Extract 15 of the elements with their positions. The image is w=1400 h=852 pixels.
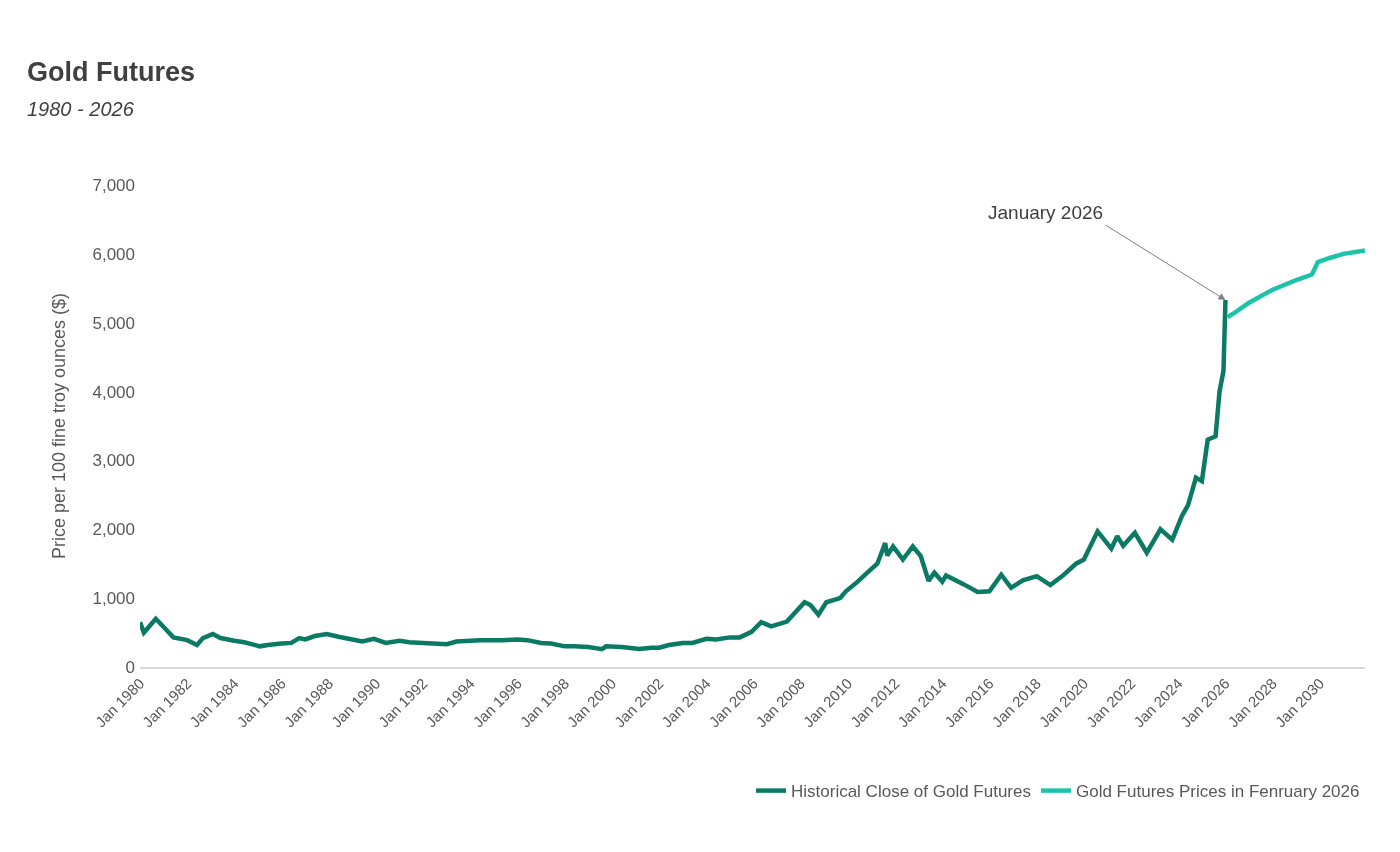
y-tick-label: 4,000 [92,382,135,402]
y-tick-label: 2,000 [92,520,135,540]
y-tick-label: 0 [125,657,135,677]
annotation: January 2026 [988,202,1104,223]
line-series [1225,248,1365,320]
chart-title: Gold Futures [27,57,195,87]
chart-subtitle: 1980 - 2026 [27,98,135,120]
y-tick-label: 7,000 [92,175,135,195]
legend-label: Gold Futures Prices in Fenruary 2026 [1075,782,1360,802]
y-tick-label: 1,000 [92,589,135,609]
legend-label: Historical Close of Gold Futures [791,782,1031,802]
y-tick-label: 6,000 [92,244,135,264]
y-axis-title: Price per 100 fine troy ounces ($) [48,292,69,560]
y-tick-label: 5,000 [92,313,135,333]
y-tick-label: 3,000 [92,451,135,471]
